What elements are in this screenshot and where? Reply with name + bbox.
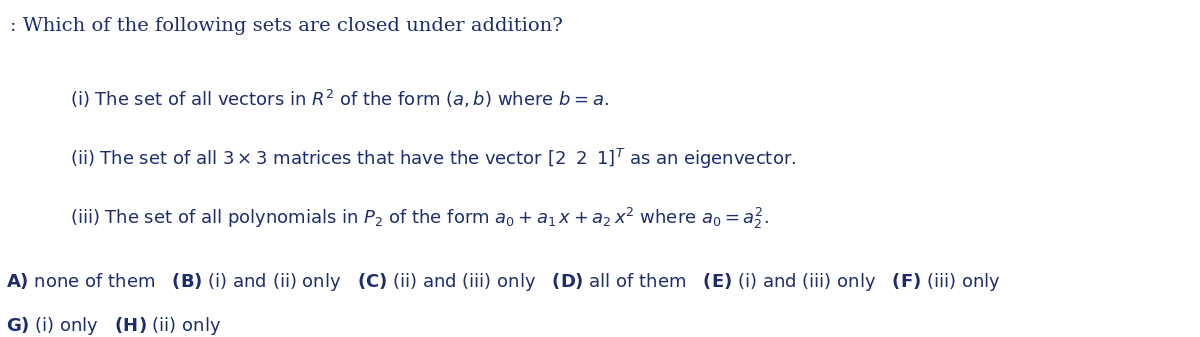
Text: : Which of the following sets are closed under addition?: : Which of the following sets are closed… xyxy=(10,17,563,35)
Text: $\mathbf{G)}$ (i) only   $\mathbf{(H)}$ (ii) only: $\mathbf{G)}$ (i) only $\mathbf{(H)}$ (i… xyxy=(6,315,221,337)
Text: (ii) The set of all $3 \times 3$ matrices that have the vector $[2 \;\; 2 \;\; 1: (ii) The set of all $3 \times 3$ matrice… xyxy=(70,147,796,171)
Text: (i) The set of all vectors in $R^2$ of the form $(a, b)$ where $b = a$.: (i) The set of all vectors in $R^2$ of t… xyxy=(70,88,608,110)
Text: $\mathbf{A)}$ none of them   $\mathbf{(B)}$ (i) and (ii) only   $\mathbf{(C)}$ (: $\mathbf{A)}$ none of them $\mathbf{(B)}… xyxy=(6,271,1001,293)
Text: (iii) The set of all polynomials in $P_2$ of the form $a_0 + a_1\, x + a_2\, x^2: (iii) The set of all polynomials in $P_2… xyxy=(70,206,768,231)
